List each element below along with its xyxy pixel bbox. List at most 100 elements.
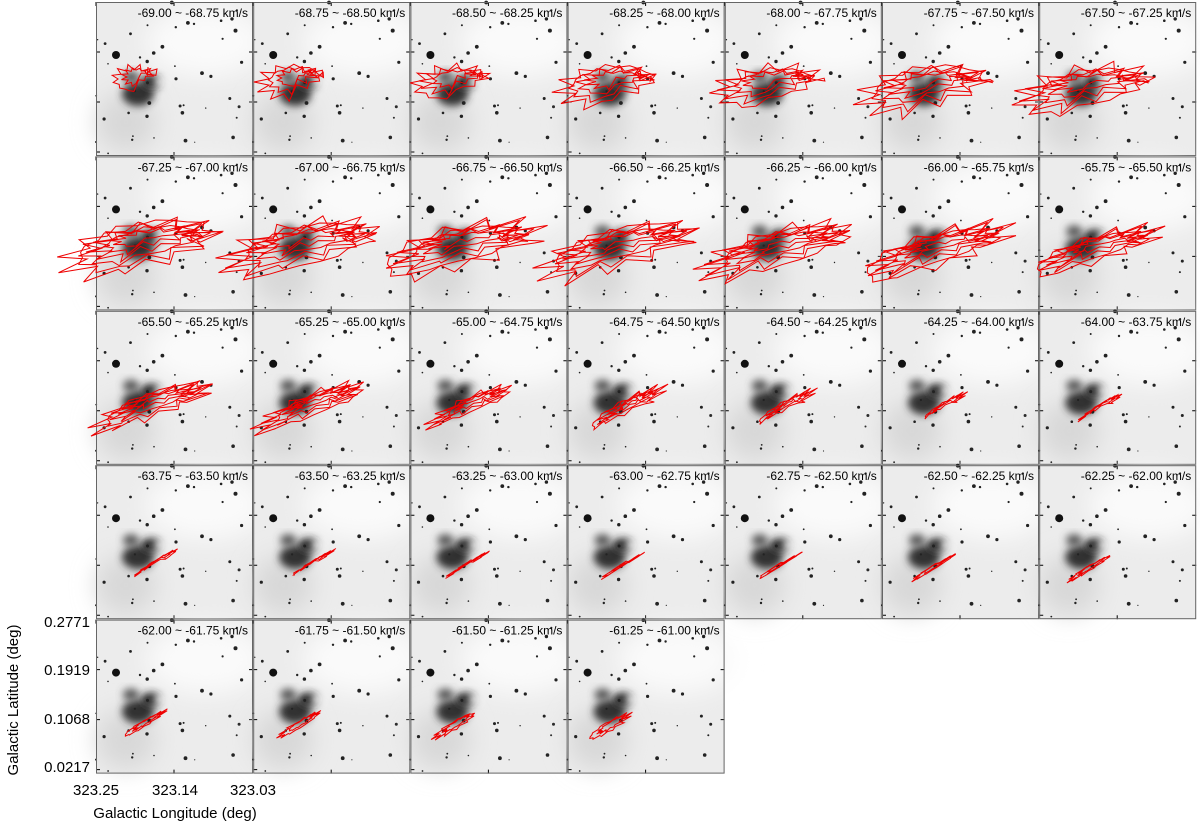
contour — [87, 381, 213, 437]
channel-label: -63.50 ~ -63.25 km/s — [295, 469, 405, 483]
channel-label: -65.00 ~ -64.75 km/s — [452, 315, 562, 329]
channel-label: -68.25 ~ -68.00 km/s — [609, 6, 719, 20]
channel-label: -65.25 ~ -65.00 km/s — [295, 315, 405, 329]
channel-label: -61.25 ~ -61.00 km/s — [609, 624, 719, 638]
panel-image — [567, 155, 738, 310]
contour — [896, 229, 989, 259]
channel-panel: -62.75 ~ -62.50 km/s — [724, 464, 895, 619]
contour — [562, 228, 681, 265]
channel-panel: -61.50 ~ -61.25 km/s — [409, 618, 580, 773]
channel-label: -63.25 ~ -63.00 km/s — [452, 469, 562, 483]
y-tick-label: 0.1068 — [44, 711, 90, 728]
channel-label: -64.25 ~ -64.00 km/s — [924, 315, 1034, 329]
contour — [410, 223, 530, 263]
contour — [249, 379, 365, 437]
channel-panel: -67.75 ~ -67.50 km/s — [852, 1, 1052, 156]
panel-image — [881, 464, 1052, 619]
channel-label: -66.25 ~ -66.00 km/s — [766, 160, 876, 174]
channel-panel: -66.75 ~ -66.50 km/s — [385, 155, 580, 310]
channel-panel: -67.25 ~ -67.00 km/s — [57, 155, 266, 310]
channel-panel: -63.00 ~ -62.75 km/s — [567, 464, 738, 619]
contour — [275, 67, 317, 87]
channel-panel: -63.75 ~ -63.50 km/s — [95, 464, 266, 619]
panel-image — [95, 309, 266, 464]
x-axis-label: Galactic Longitude (deg) — [93, 805, 256, 822]
channel-label: -69.00 ~ -68.75 km/s — [138, 6, 248, 20]
channel-panel: -61.75 ~ -61.50 km/s — [252, 618, 423, 773]
contour — [732, 68, 815, 98]
contour — [254, 228, 357, 257]
channel-label: -66.75 ~ -66.50 km/s — [452, 160, 562, 174]
panel-image — [252, 618, 423, 773]
channel-label: -66.00 ~ -65.75 km/s — [924, 160, 1034, 174]
channel-panel: -68.25 ~ -68.00 km/s — [551, 1, 738, 156]
contour — [596, 387, 660, 426]
channel-panel: -62.25 ~ -62.00 km/s — [1038, 464, 1200, 619]
channel-panel: -65.75 ~ -65.50 km/s — [1036, 155, 1200, 310]
channel-panel: -66.50 ~ -66.25 km/s — [532, 155, 738, 310]
contour — [732, 231, 832, 259]
channel-label: -67.50 ~ -67.25 km/s — [1081, 6, 1191, 20]
x-tick-label: 323.03 — [230, 782, 276, 799]
channel-panel: -67.00 ~ -66.75 km/s — [215, 155, 424, 310]
contour — [723, 223, 851, 272]
contour — [109, 227, 193, 247]
channel-label: -64.75 ~ -64.50 km/s — [609, 315, 719, 329]
channel-panel: -66.00 ~ -65.75 km/s — [865, 155, 1052, 310]
panel-image — [252, 309, 423, 464]
panel-image — [567, 618, 738, 773]
contour — [215, 215, 380, 281]
panel-image — [567, 309, 738, 464]
contour — [1066, 554, 1111, 584]
channel-label: -62.50 ~ -62.25 km/s — [924, 469, 1034, 483]
contour — [409, 62, 492, 100]
channel-label: -62.75 ~ -62.50 km/s — [766, 469, 876, 483]
contour — [260, 384, 361, 431]
contour — [555, 219, 700, 278]
contour — [551, 63, 656, 111]
channel-panel: -65.25 ~ -65.00 km/s — [249, 309, 423, 464]
contour — [423, 383, 513, 431]
y-axis-label: Galactic Latitude (deg) — [5, 625, 22, 776]
y-tick-label: 0.1919 — [44, 662, 90, 679]
panel-image — [409, 309, 580, 464]
panel-image — [95, 464, 266, 619]
contour — [866, 217, 1017, 283]
contour — [1077, 393, 1123, 423]
contour — [243, 220, 378, 268]
contour — [741, 70, 808, 90]
channel-panel: -63.50 ~ -63.25 km/s — [252, 464, 423, 619]
contour — [532, 221, 699, 287]
channel-panel: -68.00 ~ -67.75 km/s — [709, 1, 895, 156]
contour — [1038, 225, 1154, 274]
contour — [1011, 60, 1156, 117]
channel-label: -63.75 ~ -63.50 km/s — [138, 469, 248, 483]
channel-label: -64.50 ~ -64.25 km/s — [766, 315, 876, 329]
channel-label: -64.00 ~ -63.75 km/s — [1081, 315, 1191, 329]
channel-panel: -67.50 ~ -67.25 km/s — [1011, 1, 1200, 156]
panel-image — [1038, 464, 1200, 619]
channel-panel: -68.75 ~ -68.50 km/s — [252, 1, 423, 156]
contour — [606, 390, 654, 420]
contour — [774, 393, 804, 414]
channel-panel: -64.25 ~ -64.00 km/s — [881, 309, 1052, 464]
contour — [430, 712, 476, 741]
panel-image — [252, 464, 423, 619]
x-tick-label: 323.14 — [152, 782, 198, 799]
channel-panel: -66.25 ~ -66.00 km/s — [692, 155, 895, 310]
contour — [883, 70, 974, 100]
channel-label: -63.00 ~ -62.75 km/s — [609, 469, 719, 483]
contour — [224, 222, 377, 277]
contour — [568, 64, 657, 104]
contour — [717, 67, 815, 105]
channel-label: -61.75 ~ -61.50 km/s — [295, 624, 405, 638]
channel-label: -68.50 ~ -68.25 km/s — [452, 6, 562, 20]
contour — [871, 63, 994, 113]
panel-image — [95, 1, 266, 156]
contour — [392, 225, 529, 271]
contour — [852, 64, 994, 121]
contour — [77, 216, 224, 274]
contour — [386, 216, 548, 283]
channel-label: -65.75 ~ -65.50 km/s — [1081, 160, 1191, 174]
